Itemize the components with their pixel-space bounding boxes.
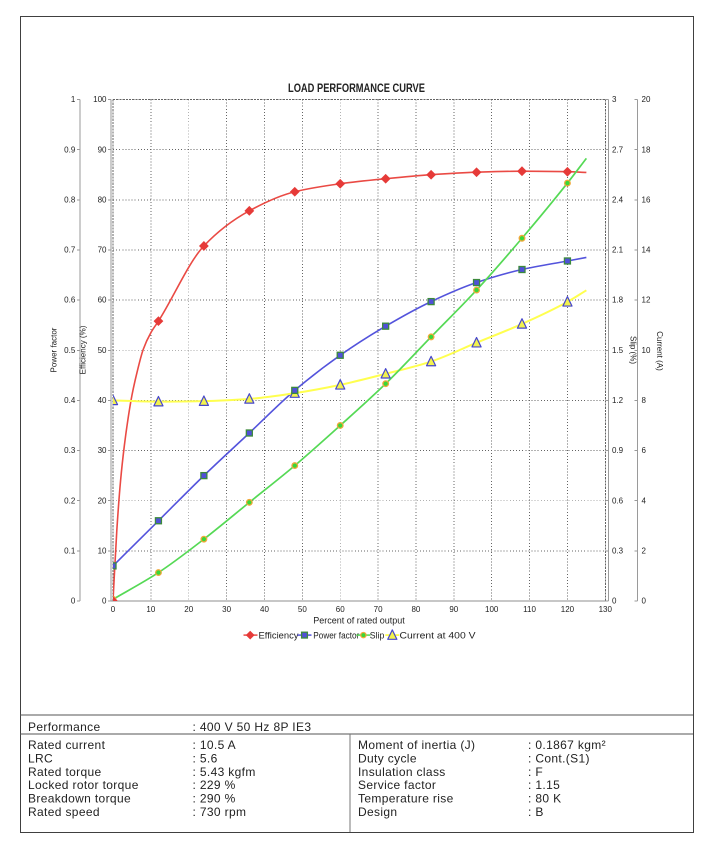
- svg-text:40: 40: [98, 396, 107, 405]
- svg-text:: 1.15: : 1.15: [528, 778, 560, 792]
- svg-text:Duty cycle: Duty cycle: [358, 751, 417, 765]
- svg-text:Percent of rated output: Percent of rated output: [313, 616, 405, 626]
- svg-text:Current (A): Current (A): [655, 331, 664, 371]
- svg-text:90: 90: [449, 605, 458, 614]
- svg-text:0: 0: [111, 605, 116, 614]
- svg-text:: Cont.(S1): : Cont.(S1): [528, 751, 590, 765]
- svg-text:90: 90: [98, 145, 107, 154]
- svg-text:: 400 V 50 Hz 8P IE3: : 400 V 50 Hz 8P IE3: [193, 720, 312, 734]
- svg-text:40: 40: [260, 605, 269, 614]
- svg-text:: 229 %: : 229 %: [193, 778, 236, 792]
- svg-text:Moment of inertia (J): Moment of inertia (J): [358, 738, 475, 752]
- svg-text:10: 10: [642, 346, 651, 355]
- svg-text:100: 100: [93, 95, 107, 104]
- svg-text:Rated speed: Rated speed: [28, 805, 100, 819]
- svg-text:: B: : B: [528, 805, 544, 819]
- svg-text:50: 50: [98, 346, 107, 355]
- svg-text:2.4: 2.4: [612, 195, 624, 204]
- svg-text:LOAD PERFORMANCE CURVE: LOAD PERFORMANCE CURVE: [288, 81, 425, 95]
- svg-text:70: 70: [374, 605, 383, 614]
- svg-text:0: 0: [102, 597, 107, 606]
- svg-text:30: 30: [222, 605, 231, 614]
- svg-text:Slip (%): Slip (%): [629, 336, 638, 364]
- svg-text:0.3: 0.3: [612, 546, 624, 555]
- svg-text:0: 0: [642, 597, 647, 606]
- svg-text:Slip: Slip: [370, 630, 385, 640]
- svg-text:LRC: LRC: [28, 751, 53, 765]
- svg-text:0.6: 0.6: [64, 296, 76, 305]
- svg-text:20: 20: [98, 496, 107, 505]
- svg-text:30: 30: [98, 446, 107, 455]
- svg-text:60: 60: [98, 296, 107, 305]
- svg-text:14: 14: [642, 246, 651, 255]
- svg-text:130: 130: [599, 605, 613, 614]
- svg-text:0.2: 0.2: [64, 496, 76, 505]
- svg-text:Service factor: Service factor: [358, 778, 436, 792]
- svg-text:12: 12: [642, 296, 651, 305]
- svg-text:: 730 rpm: : 730 rpm: [193, 805, 247, 819]
- svg-text:Insulation class: Insulation class: [358, 765, 446, 779]
- svg-text:3: 3: [612, 95, 617, 104]
- svg-text:0.9: 0.9: [64, 145, 76, 154]
- svg-text:Locked rotor torque: Locked rotor torque: [28, 778, 139, 792]
- svg-text:0.3: 0.3: [64, 446, 76, 455]
- svg-text:: 80 K: : 80 K: [528, 792, 561, 806]
- svg-text:Rated current: Rated current: [28, 738, 106, 752]
- svg-text:20: 20: [184, 605, 193, 614]
- svg-text:2: 2: [642, 546, 647, 555]
- svg-text:: 290 %: : 290 %: [193, 792, 236, 806]
- svg-text:70: 70: [98, 246, 107, 255]
- svg-text:0.6: 0.6: [612, 496, 624, 505]
- svg-text:60: 60: [336, 605, 345, 614]
- svg-text:80: 80: [98, 195, 107, 204]
- svg-text:0: 0: [612, 597, 617, 606]
- svg-text:Design: Design: [358, 805, 397, 819]
- svg-text:: F: : F: [528, 765, 543, 779]
- svg-text:50: 50: [298, 605, 307, 614]
- svg-text:0.9: 0.9: [612, 446, 624, 455]
- svg-text:120: 120: [561, 605, 575, 614]
- svg-text:: 0.1867 kgm²: : 0.1867 kgm²: [528, 738, 606, 752]
- svg-text:Performance: Performance: [28, 720, 101, 734]
- svg-text:18: 18: [642, 145, 651, 154]
- svg-text:6: 6: [642, 446, 647, 455]
- svg-text:Breakdown torque: Breakdown torque: [28, 792, 131, 806]
- svg-text:0.1: 0.1: [64, 546, 76, 555]
- svg-text:1.5: 1.5: [612, 346, 624, 355]
- svg-text:0.5: 0.5: [64, 346, 76, 355]
- svg-text:Rated torque: Rated torque: [28, 765, 102, 779]
- svg-text:110: 110: [523, 605, 536, 614]
- svg-text:1: 1: [71, 95, 76, 104]
- svg-text:1.2: 1.2: [612, 396, 624, 405]
- svg-text:: 10.5 A: : 10.5 A: [193, 738, 237, 752]
- svg-text:0.4: 0.4: [64, 396, 76, 405]
- svg-text:10: 10: [146, 605, 155, 614]
- svg-text:1.8: 1.8: [612, 296, 624, 305]
- svg-text:Power factor: Power factor: [50, 327, 59, 372]
- svg-text:: 5.6: : 5.6: [193, 751, 218, 765]
- svg-text:8: 8: [642, 396, 647, 405]
- svg-text:2.7: 2.7: [612, 145, 624, 154]
- svg-text:0.8: 0.8: [64, 195, 76, 204]
- svg-text:80: 80: [411, 605, 420, 614]
- svg-text:20: 20: [642, 95, 651, 104]
- svg-text:Power factor: Power factor: [313, 630, 359, 640]
- svg-text:Efficiency (%): Efficiency (%): [79, 325, 88, 374]
- svg-text:100: 100: [485, 605, 499, 614]
- svg-text:16: 16: [642, 195, 651, 204]
- svg-text:Efficiency: Efficiency: [259, 630, 300, 640]
- svg-text:0.7: 0.7: [64, 246, 76, 255]
- svg-text:10: 10: [98, 546, 107, 555]
- svg-text:Current at 400 V: Current at 400 V: [400, 630, 476, 640]
- svg-text:0: 0: [71, 597, 76, 606]
- svg-text:: 5.43 kgfm: : 5.43 kgfm: [193, 765, 256, 779]
- svg-text:2.1: 2.1: [612, 246, 624, 255]
- svg-text:4: 4: [642, 496, 647, 505]
- svg-text:Temperature rise: Temperature rise: [358, 792, 454, 806]
